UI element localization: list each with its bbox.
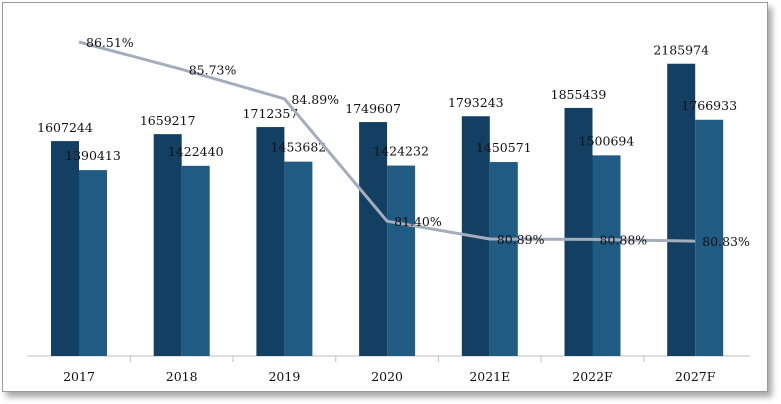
x-tick-2021E: 2021E (469, 369, 510, 384)
bar-label-series-1-2020: 1749607 (345, 101, 401, 116)
x-tick-2020: 2020 (371, 369, 403, 384)
bar-label-series-2-2027F: 1766933 (681, 98, 737, 113)
bar-label-series-2-2018: 1422440 (168, 144, 224, 159)
bar-label-series-2-2017: 1390413 (65, 148, 121, 163)
bar-series-2-2021E (489, 162, 518, 356)
bar-series-2-2019 (284, 161, 313, 356)
bar-series-1-2018 (153, 134, 182, 356)
bar-label-series-1-2027F: 2185974 (653, 43, 709, 58)
bar-label-series-2-2019: 1453682 (271, 140, 327, 155)
bar-series-2-2020 (387, 165, 416, 356)
bar-label-series-1-2021E: 1793243 (448, 95, 504, 110)
line-label-2017: 86.51% (86, 35, 134, 50)
bar-label-series-2-2021E: 1450571 (476, 140, 532, 155)
ratio-line (78, 40, 696, 243)
line-label-2019: 84.89% (291, 92, 339, 107)
x-tick-2017: 2017 (63, 369, 95, 384)
x-axis-ticks: 2017 2018 2019 2020 2021E 2022F 2027F (63, 356, 716, 384)
bar-series-1-2022F (564, 107, 593, 357)
bar-series-1-2027F (667, 63, 696, 356)
x-tick-2022F: 2022F (572, 369, 613, 384)
line-label-2021E: 80.89% (497, 232, 545, 247)
x-tick-2019: 2019 (268, 369, 300, 384)
x-tick-2018: 2018 (166, 369, 198, 384)
x-tick-2027F: 2027F (675, 369, 716, 384)
bar-series-1-2019 (256, 127, 285, 357)
bar-series-2-2018 (181, 165, 210, 356)
bar-series-1-2017 (51, 141, 79, 356)
bar-label-series-2-2020: 1424232 (373, 144, 429, 159)
line-label-2027F: 80.83% (702, 234, 750, 249)
bar-series-2-2017 (79, 170, 107, 356)
bar-series-2-2027F (695, 119, 724, 357)
bar-series-2 (79, 119, 724, 357)
bar-series-1-2020 (359, 122, 388, 356)
bar-series-1 (51, 63, 696, 357)
line-label-2018: 85.73% (189, 62, 237, 77)
line-label-2022F: 80.88% (600, 232, 648, 247)
bar-data-labels: 1607244 1390413 1659217 1422440 1712357 14536… (37, 43, 737, 163)
line-data-labels: 86.51% 85.73% 84.89% 81.40% 80.89% 80.88% 80.8… (86, 35, 750, 249)
bar-label-series-1-2018: 1659217 (140, 113, 196, 128)
bar-label-series-2-2022F: 1500694 (579, 133, 635, 148)
line-label-2020: 81.40% (394, 214, 442, 229)
bar-label-series-1-2022F: 1855439 (551, 87, 607, 102)
bar-label-series-1-2019: 1712357 (243, 106, 299, 121)
bar-label-series-1-2017: 1607244 (37, 120, 93, 135)
bar-series-2-2022F (592, 155, 621, 356)
